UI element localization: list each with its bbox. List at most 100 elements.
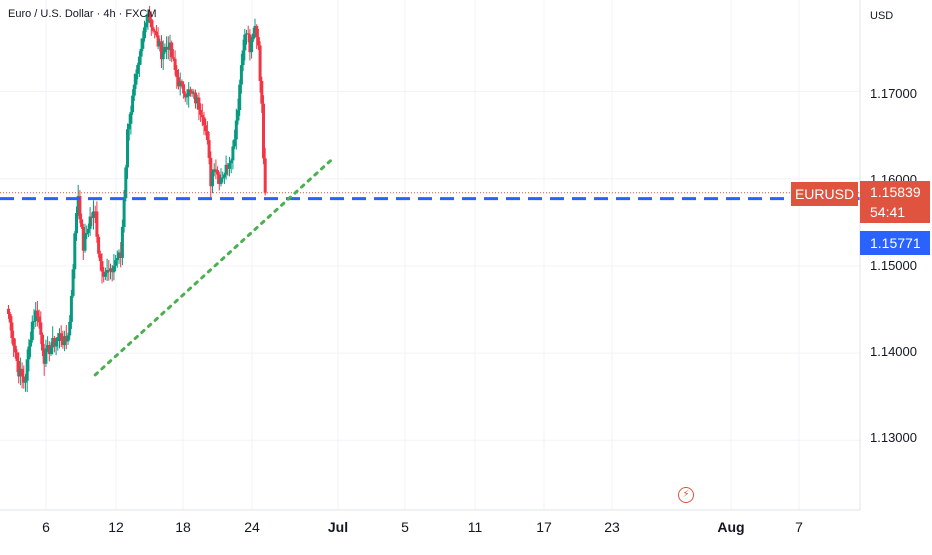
candle-up [238, 79, 242, 116]
drawing-overlays [0, 158, 860, 377]
candle-down [12, 330, 16, 357]
candle-down [197, 92, 201, 121]
candle-down [17, 352, 21, 384]
candle-up [228, 156, 231, 177]
candle-down [154, 25, 158, 38]
candle-down [110, 265, 114, 282]
candle-down [39, 311, 43, 345]
candle-down [246, 25, 250, 43]
candle-down [149, 11, 153, 36]
candle-down [216, 166, 220, 184]
candle-down [256, 28, 260, 50]
candle-down [226, 162, 230, 176]
last-price-value: 1.15839 [870, 184, 921, 200]
candle-up [56, 332, 60, 351]
price-tick: 1.14000 [870, 344, 917, 359]
currency-label[interactable]: USD [870, 10, 894, 22]
time-tick: 7 [795, 519, 803, 535]
candle-down [148, 5, 152, 24]
candle-up [239, 53, 243, 94]
candle-up [146, 9, 150, 30]
candle-up [105, 258, 109, 281]
candle-up [32, 309, 36, 330]
candle-down [102, 266, 106, 283]
candle-up [69, 289, 73, 329]
candle-down [151, 20, 155, 34]
candle-up [117, 249, 121, 264]
candle-up [136, 62, 140, 80]
candle-up [86, 223, 90, 238]
candle-up [231, 140, 235, 170]
candle-up [27, 339, 31, 372]
candle-down [180, 79, 184, 89]
lightning-icon[interactable]: ⚡ [678, 487, 694, 503]
candle-up [137, 51, 141, 78]
candle-up [103, 267, 107, 281]
price-tick: 1.17000 [870, 86, 917, 101]
price-tick: 1.15000 [870, 258, 917, 273]
candle-up [66, 332, 70, 345]
candle-up [219, 168, 223, 187]
candle-up [49, 342, 53, 356]
time-tick-month: Aug [717, 519, 745, 535]
candle-down [93, 205, 97, 224]
candle-down [204, 118, 208, 136]
candle-down [156, 27, 160, 50]
candle-down [199, 103, 203, 122]
candle-down [207, 131, 211, 165]
symbol-title: Euro / U.S. Dollar · 4h · FXCM [8, 8, 157, 20]
candle-down [52, 335, 56, 353]
candle-down [100, 253, 104, 284]
candle-up [44, 339, 48, 368]
candle-down [64, 325, 68, 350]
candle-down [42, 343, 46, 376]
ascending-trendline[interactable] [93, 158, 333, 377]
candle-down [81, 223, 85, 261]
candle-down [59, 325, 63, 347]
candle-up [221, 171, 225, 183]
candle-up [165, 36, 169, 60]
candle-up [251, 27, 255, 43]
candle-down [47, 341, 51, 362]
candle-up [85, 225, 89, 240]
candle-up [158, 38, 162, 52]
candle-down [20, 362, 24, 389]
candle-up [46, 336, 50, 352]
candlesticks [7, 5, 267, 393]
candle-down [248, 29, 252, 61]
candle-up [120, 219, 124, 266]
candle-down [41, 332, 44, 357]
candle-up [234, 108, 238, 150]
symbol-price-label: EURUSD [791, 182, 858, 206]
candle-down [258, 41, 262, 93]
candle-up [34, 302, 38, 327]
candle-up [143, 20, 146, 42]
candle-down [15, 349, 19, 373]
candle-down [194, 89, 197, 109]
candle-down [98, 250, 102, 271]
candle-up [222, 172, 226, 184]
time-tick: 6 [42, 519, 50, 535]
candle-up [73, 230, 77, 279]
candle-up [51, 326, 55, 355]
candle-up [129, 105, 133, 135]
candle-down [190, 88, 194, 97]
candle-up [63, 330, 67, 352]
candle-up [83, 223, 87, 253]
candle-down [175, 65, 179, 89]
candle-up [68, 315, 72, 340]
candle-up [243, 28, 247, 61]
time-tick: 11 [467, 519, 483, 535]
candle-up [122, 190, 126, 233]
candle-up [224, 155, 228, 180]
candle-down [217, 171, 221, 191]
candle-up [109, 263, 112, 280]
candle-up [245, 29, 248, 45]
candle-down [205, 121, 209, 145]
candle-down [202, 111, 206, 135]
candle-down [97, 234, 101, 258]
candle-up [24, 373, 27, 392]
candle-up [30, 315, 34, 343]
candle-up [195, 94, 199, 110]
